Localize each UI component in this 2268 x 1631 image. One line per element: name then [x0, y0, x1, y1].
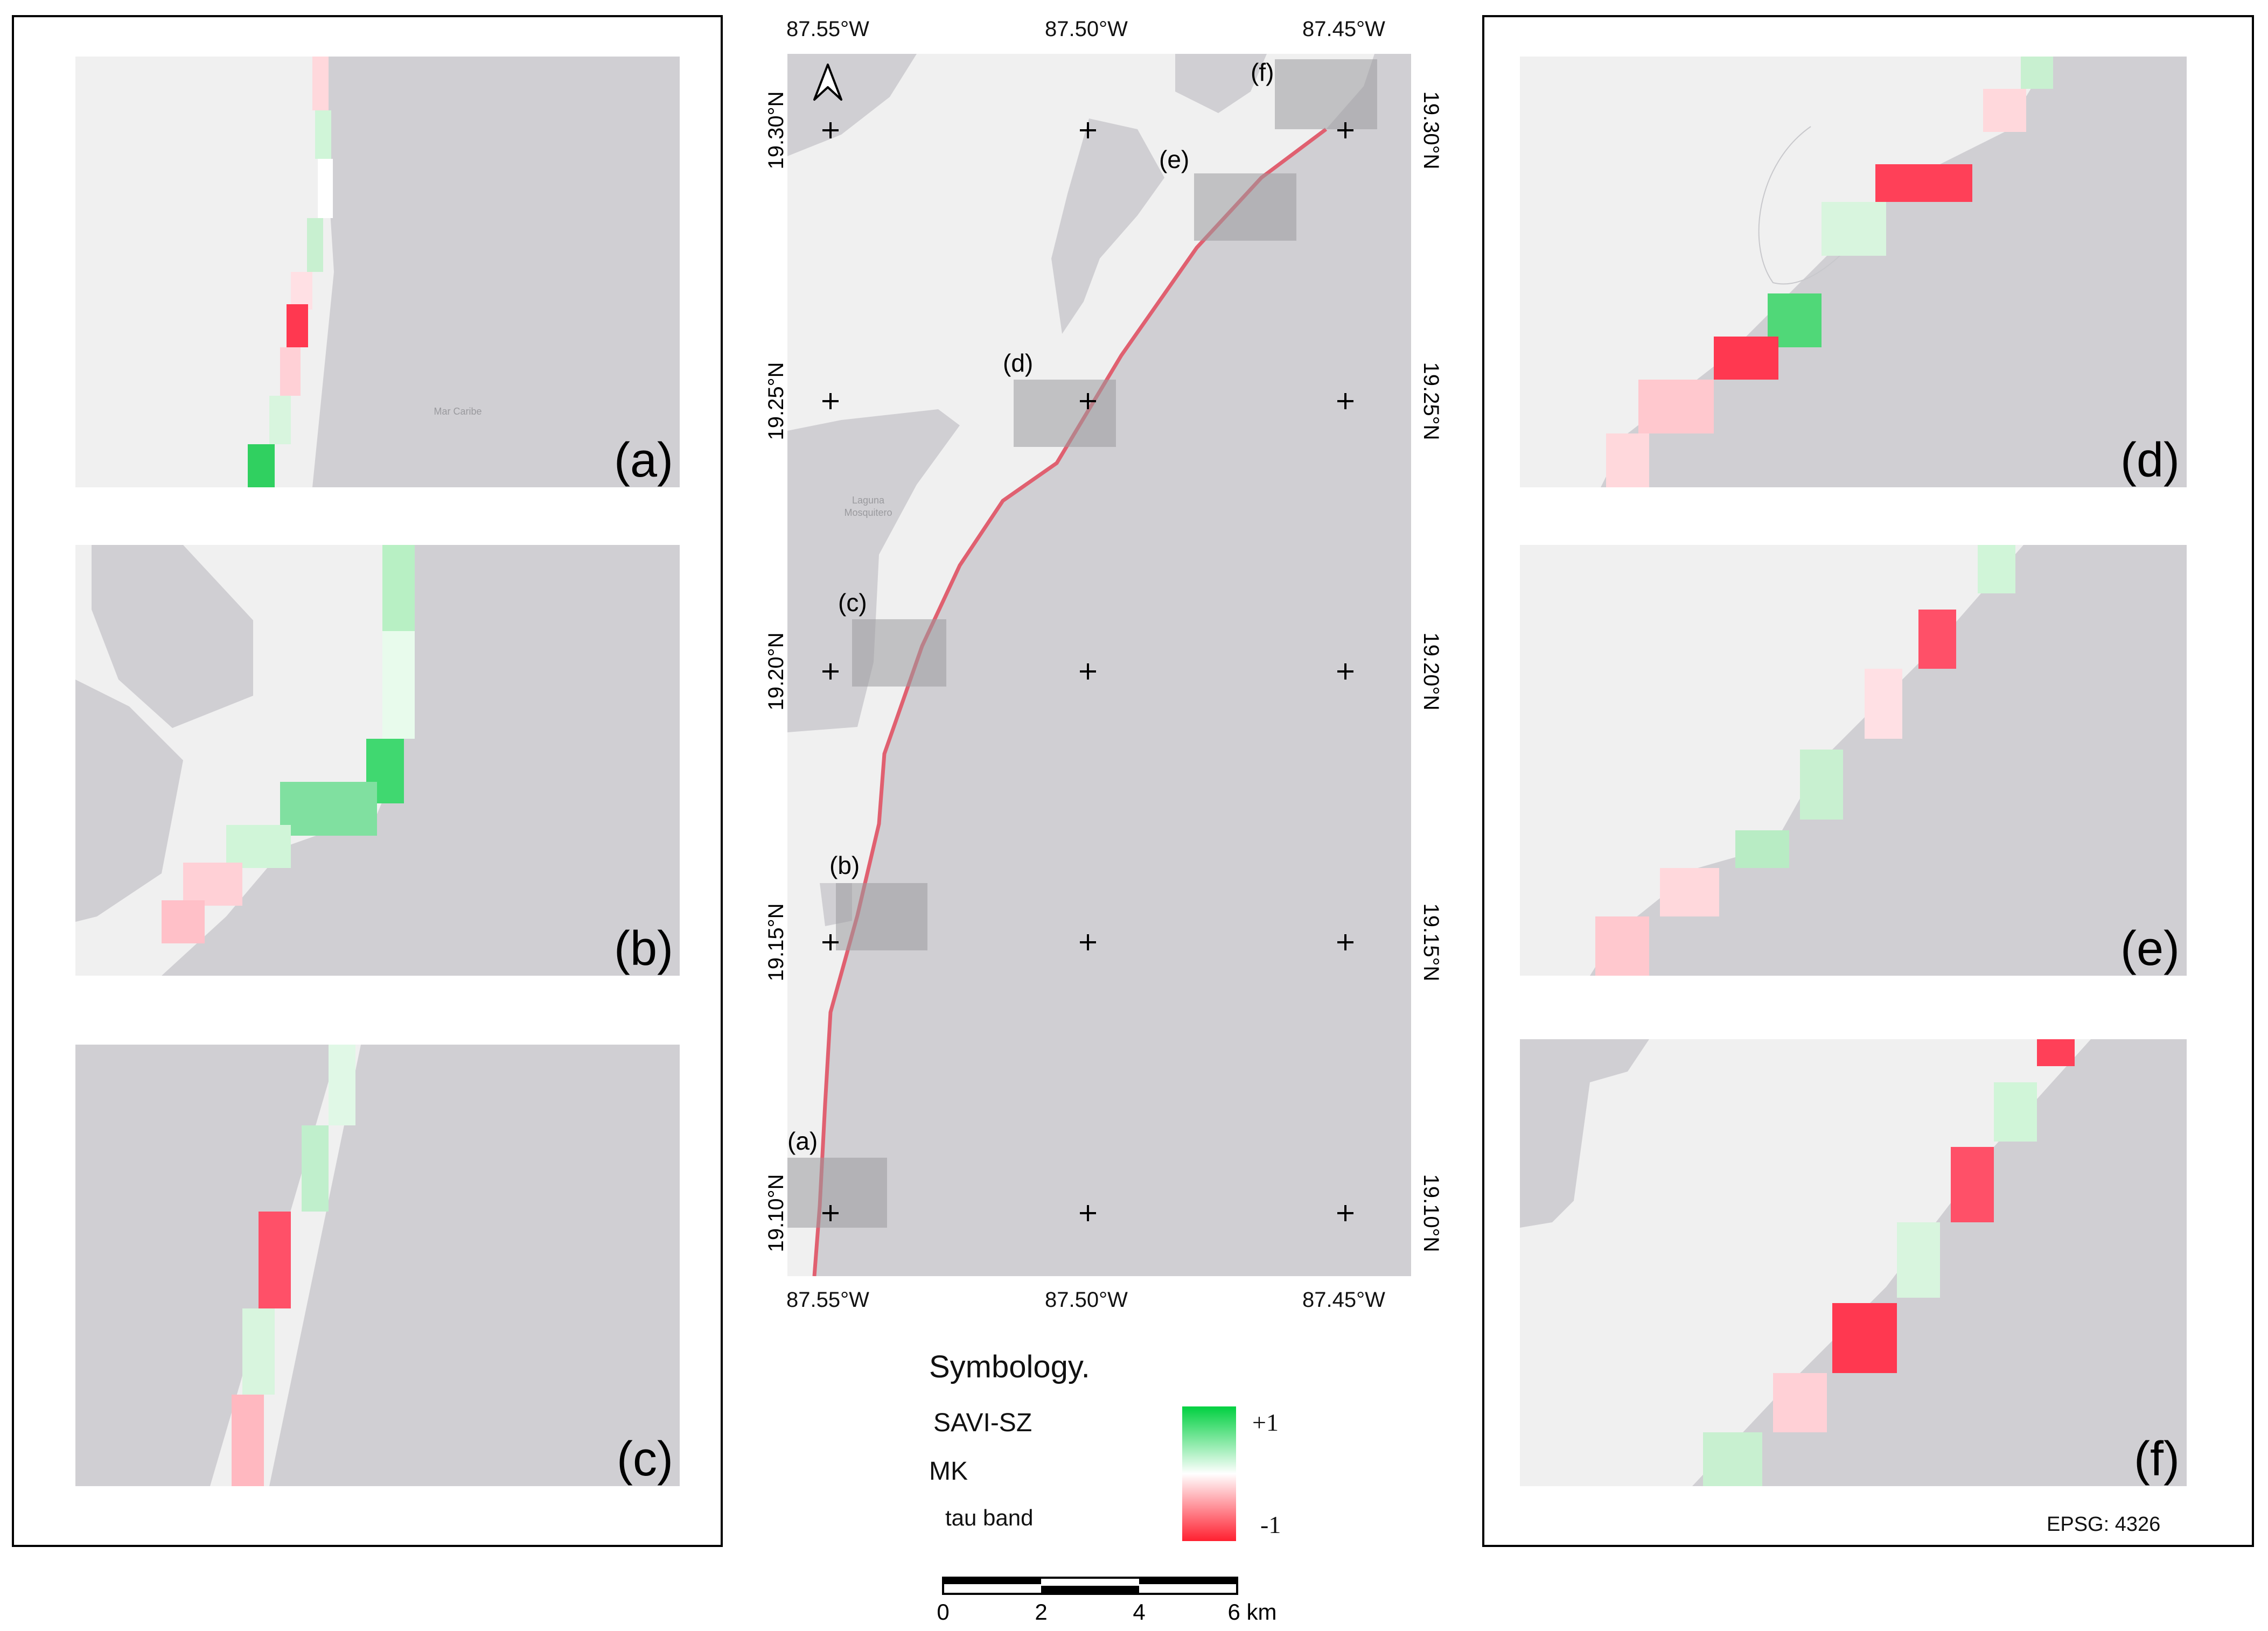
legend-method: MK [929, 1457, 968, 1486]
svg-text:19.25°N: 19.25°N [764, 362, 788, 440]
svg-text:(f): (f) [1251, 58, 1274, 86]
svg-text:(d): (d) [1003, 349, 1033, 377]
svg-text:19.15°N: 19.15°N [1419, 904, 1443, 982]
main-map: (a) (b) (c) (d) (e) (f) Laguna Mosquiter… [787, 54, 1411, 1276]
inset-f: (f) [1520, 1039, 2187, 1486]
graticule-crosses [822, 122, 1353, 1221]
lon-label-top-3: 87.45°W [1302, 17, 1385, 41]
inset-a: Mar Caribe (a) [75, 57, 680, 487]
svg-text:2: 2 [1035, 1599, 1047, 1625]
inset-b-pixels [162, 545, 415, 943]
lon-label-bottom-1: 87.55°W [786, 1288, 869, 1312]
svg-text:(a): (a) [787, 1127, 818, 1155]
crs-label: EPSG: 4326 [2047, 1513, 2161, 1536]
legend-min-label: -1 [1260, 1511, 1281, 1538]
svg-text:(e): (e) [1159, 145, 1189, 173]
inset-d-pixels [1606, 57, 2053, 487]
inset-b-label: (b) [614, 922, 673, 976]
legend-band: tau band [945, 1505, 1034, 1530]
inset-extent-boxes [787, 59, 1377, 1228]
inset-a-pixels [248, 57, 333, 487]
inset-d: (d) [1520, 57, 2187, 487]
svg-text:Mosquitero: Mosquitero [844, 507, 892, 518]
svg-text:19.20°N: 19.20°N [764, 633, 788, 711]
inset-d-label: (d) [2120, 433, 2180, 487]
svg-text:19.10°N: 19.10°N [764, 1174, 788, 1252]
mar-caribe-label: Mar Caribe [434, 406, 481, 417]
inset-f-label: (f) [2134, 1432, 2180, 1486]
legend-max-label: +1 [1252, 1409, 1279, 1436]
legend-title: Symbology. [929, 1349, 1090, 1384]
legend-color-ramp [1182, 1406, 1236, 1541]
svg-text:(b): (b) [829, 851, 860, 879]
legend-layer-name: SAVI-SZ [933, 1409, 1032, 1437]
lon-label-bottom-2: 87.50°W [1045, 1288, 1128, 1312]
inset-e-pixels [1595, 545, 2015, 976]
svg-text:6 km: 6 km [1227, 1599, 1276, 1625]
inset-a-label: (a) [614, 433, 673, 487]
inset-e-label: (e) [2120, 922, 2180, 976]
lon-label-top-2: 87.50°W [1045, 17, 1128, 41]
north-arrow-icon [813, 64, 842, 101]
lagoon-label: Laguna Mosquitero [844, 495, 892, 518]
inset-e: (e) [1520, 545, 2187, 976]
inset-b: (b) [75, 545, 680, 976]
svg-text:19.15°N: 19.15°N [764, 904, 788, 982]
inset-marker-labels: (a) (b) (c) (d) (e) (f) [787, 58, 1274, 1155]
inset-f-pixels [1703, 1039, 2075, 1486]
svg-text:19.30°N: 19.30°N [1419, 92, 1443, 170]
svg-text:4: 4 [1133, 1599, 1145, 1625]
svg-text:(c): (c) [838, 589, 867, 617]
svg-text:0: 0 [937, 1599, 949, 1625]
svg-text:19.25°N: 19.25°N [1419, 362, 1443, 440]
lat-labels: 19.30°N 19.25°N 19.20°N 19.15°N 19.10°N … [764, 92, 1443, 1252]
svg-text:19.30°N: 19.30°N [764, 92, 788, 170]
lon-label-bottom-3: 87.45°W [1302, 1288, 1385, 1312]
inset-c-label: (c) [617, 1432, 673, 1486]
svg-text:19.20°N: 19.20°N [1419, 633, 1443, 711]
inset-c-pixels [232, 1045, 355, 1486]
inset-c: (c) [75, 1045, 680, 1486]
svg-text:19.10°N: 19.10°N [1419, 1174, 1443, 1252]
svg-text:Laguna: Laguna [852, 495, 885, 506]
scale-bar: 0 2 4 6 km [937, 1577, 1277, 1625]
lon-label-top-1: 87.55°W [786, 17, 869, 41]
